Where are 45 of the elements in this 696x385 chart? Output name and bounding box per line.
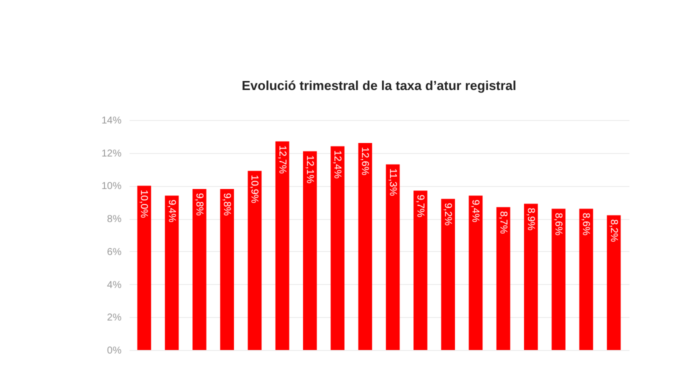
bar: [579, 208, 594, 350]
bar: [275, 141, 290, 350]
bar: [164, 196, 179, 350]
bar: [220, 189, 234, 350]
data-label: 9,2%: [442, 202, 454, 226]
y-tick-label: 4%: [107, 280, 122, 291]
bar: [192, 189, 206, 350]
y-tick-label: 0%: [107, 346, 122, 356]
bar: [552, 208, 566, 350]
bar: [414, 190, 428, 350]
data-label: 10,9%: [248, 174, 260, 204]
bar: [330, 146, 344, 350]
data-label: 8,6%: [580, 212, 592, 236]
bar: [386, 164, 400, 350]
data-label: 11,3%: [386, 168, 398, 196]
y-tick-label: 12%: [101, 148, 122, 160]
bar: [468, 196, 483, 350]
data-label: 9,4%: [470, 200, 481, 222]
bar: [137, 186, 152, 350]
data-label: 12,6%: [359, 147, 370, 176]
bar: [496, 207, 510, 350]
data-label: 10,0%: [138, 190, 150, 218]
data-label: 12,7%: [276, 145, 288, 174]
y-tick-label: 10%: [101, 181, 122, 192]
bar: [606, 215, 621, 350]
data-label: 12,1%: [304, 155, 315, 184]
bar: [248, 170, 262, 350]
data-label: 9,4%: [166, 200, 177, 222]
data-label: 8,7%: [497, 211, 508, 234]
data-label: 8,6%: [552, 212, 564, 236]
data-label: 9,8%: [193, 193, 204, 216]
y-tick-label: 14%: [101, 116, 122, 126]
data-label: 8,9%: [524, 208, 536, 231]
chart-title: Evolució trimestral de la taxa d’atur registral: [242, 78, 516, 93]
bar: [441, 198, 455, 350]
y-tick-label: 2%: [107, 312, 122, 324]
data-label: 9,8%: [221, 193, 232, 216]
bar: [524, 204, 538, 350]
y-tick-label: 8%: [107, 214, 122, 226]
data-label: 9,7%: [414, 194, 426, 218]
y-tick-label: 6%: [107, 246, 122, 258]
data-label: 8,2%: [608, 219, 619, 242]
bar: [358, 143, 372, 350]
data-label: 12,4%: [332, 150, 343, 179]
bar: [303, 151, 317, 350]
